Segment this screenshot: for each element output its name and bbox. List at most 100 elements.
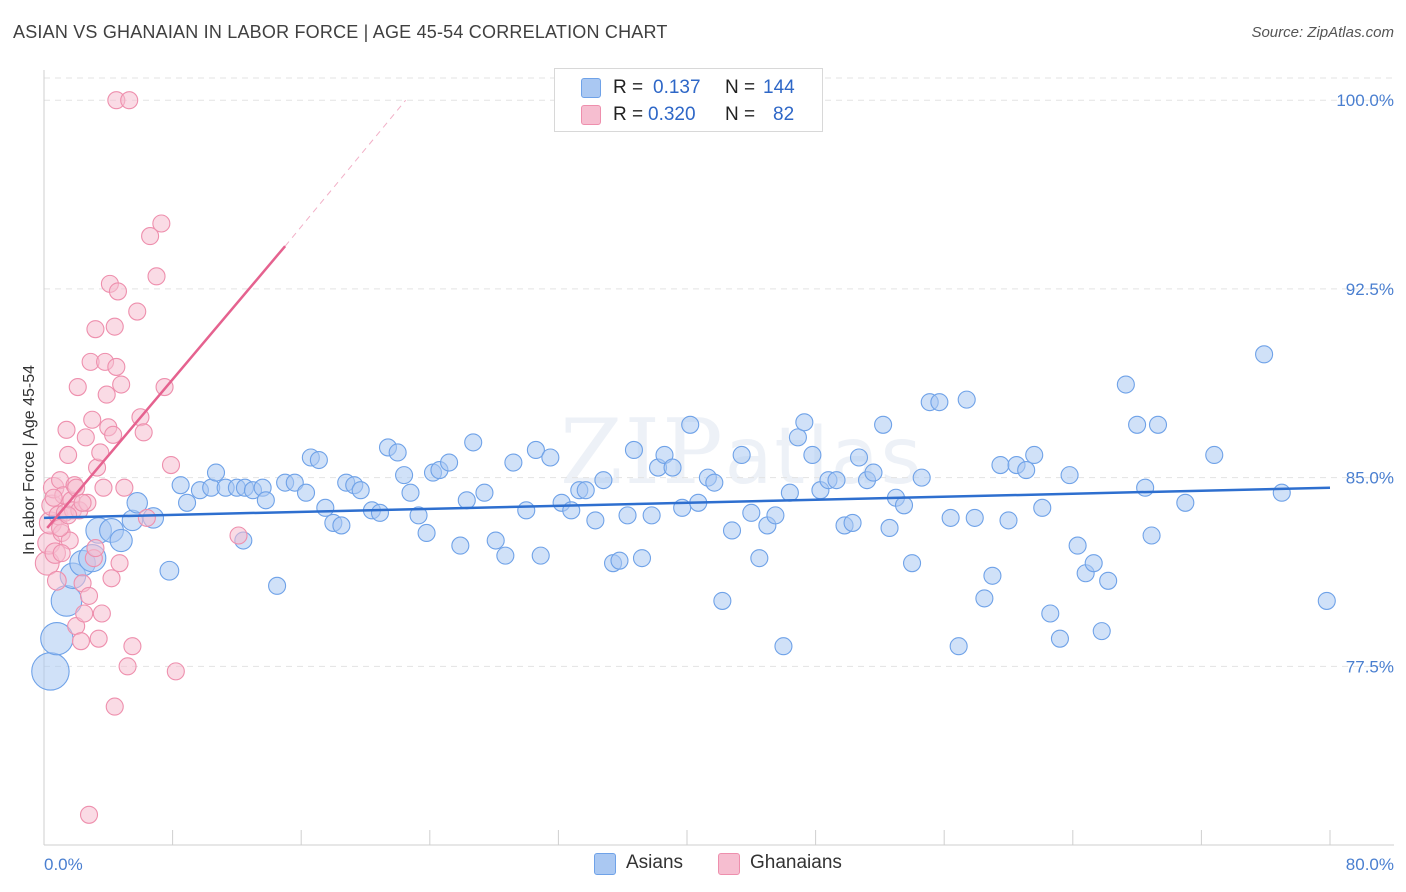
ghana-point bbox=[59, 506, 78, 525]
asian-point bbox=[1060, 466, 1079, 485]
y-tick-label: 85.0% bbox=[1346, 469, 1394, 488]
asian-point bbox=[1092, 622, 1111, 641]
asian-point bbox=[1050, 629, 1069, 648]
asian-point bbox=[309, 450, 328, 470]
asian-point bbox=[126, 492, 148, 514]
asian-point bbox=[351, 481, 370, 500]
ghana-point bbox=[83, 410, 102, 429]
asian-point bbox=[171, 476, 190, 495]
ghana-points bbox=[34, 91, 248, 824]
asian-point bbox=[774, 637, 793, 656]
asian-point bbox=[957, 390, 976, 409]
asian-point bbox=[1099, 571, 1118, 590]
asian-point bbox=[880, 518, 899, 538]
asian-point bbox=[531, 546, 550, 565]
stats-legend: R = 0.137 N = 144 R = 0.320 N = 82 bbox=[554, 68, 823, 132]
asian-point bbox=[586, 511, 605, 530]
ghana-point bbox=[89, 629, 108, 648]
asian-point bbox=[1255, 345, 1274, 364]
ghana-point bbox=[152, 214, 171, 233]
asian-point bbox=[1136, 478, 1155, 497]
asian-point bbox=[864, 463, 883, 482]
asian-point bbox=[206, 463, 226, 482]
ghana-trend-line bbox=[46, 245, 287, 529]
asian-point bbox=[632, 549, 652, 568]
asian-points bbox=[31, 345, 1336, 691]
asian-point bbox=[486, 531, 505, 550]
asian-point bbox=[766, 506, 785, 525]
asian-point bbox=[795, 413, 814, 432]
asian-point bbox=[975, 589, 994, 608]
asian-point bbox=[1148, 415, 1168, 434]
asian-point bbox=[109, 528, 133, 553]
legend-n-label: N = bbox=[725, 77, 756, 98]
asian-point bbox=[496, 546, 515, 565]
ghana-point bbox=[57, 420, 76, 439]
asian-point bbox=[663, 458, 682, 477]
asian-point bbox=[285, 473, 304, 492]
asian-point bbox=[517, 501, 536, 520]
y-tick-labels: 100.0% 92.5% 85.0% 77.5% bbox=[1336, 91, 1394, 676]
ghana-point bbox=[79, 586, 99, 605]
ghana-point bbox=[102, 569, 121, 588]
asian-point bbox=[31, 652, 70, 691]
legend-n-value: 82 bbox=[773, 104, 795, 125]
asian-point bbox=[1272, 483, 1291, 502]
ghana-point bbox=[86, 539, 105, 558]
legend-n-label: N = bbox=[725, 104, 756, 125]
ghana-point bbox=[118, 657, 137, 676]
ghana-point bbox=[46, 570, 67, 591]
asian-point bbox=[594, 471, 613, 490]
asian-point bbox=[451, 536, 470, 555]
ghana-point bbox=[75, 604, 94, 623]
asian-point bbox=[526, 440, 545, 460]
ghana-point bbox=[105, 317, 124, 336]
asian-point bbox=[941, 508, 960, 527]
asian-point bbox=[788, 428, 807, 447]
legend-r-label: R = bbox=[613, 104, 644, 125]
asian-point bbox=[1142, 526, 1161, 545]
asian-point bbox=[475, 483, 494, 502]
ghana-point bbox=[147, 267, 166, 286]
ghana-point bbox=[67, 478, 86, 497]
asian-point bbox=[722, 521, 742, 540]
asian-point bbox=[332, 516, 351, 535]
asian-point bbox=[874, 415, 893, 434]
asian-point bbox=[930, 393, 949, 412]
legend-r-value: 0.137 bbox=[653, 77, 701, 98]
asian-point bbox=[1033, 498, 1052, 517]
asian-point bbox=[780, 483, 799, 502]
ghana-point bbox=[128, 302, 147, 321]
asian-point bbox=[803, 445, 822, 465]
asian-point bbox=[457, 491, 476, 510]
asian-point bbox=[316, 498, 335, 517]
asian-point bbox=[1176, 493, 1195, 512]
asian-point bbox=[395, 466, 414, 485]
asian-point bbox=[912, 468, 931, 487]
ghana-point bbox=[141, 227, 160, 246]
x-ticks bbox=[43, 830, 1331, 845]
ghana-point bbox=[137, 508, 156, 527]
ghana-point bbox=[110, 554, 129, 573]
asian-point bbox=[624, 440, 644, 460]
legend-swatch-ghanaians bbox=[581, 105, 601, 125]
ghana-point bbox=[44, 488, 63, 507]
axes bbox=[43, 70, 1394, 846]
ghana-point bbox=[104, 425, 123, 444]
asian-point bbox=[1116, 375, 1135, 394]
asian-point bbox=[983, 566, 1002, 585]
asian-point bbox=[713, 591, 732, 610]
y-tick-label: 77.5% bbox=[1346, 657, 1394, 676]
asian-point bbox=[417, 523, 436, 543]
asian-point bbox=[504, 453, 523, 472]
asian-point bbox=[256, 491, 275, 510]
legend-swatch-asians bbox=[594, 853, 616, 875]
y-tick-label: 100.0% bbox=[1336, 91, 1394, 110]
asian-point bbox=[849, 448, 869, 467]
ghana-point bbox=[120, 91, 139, 110]
ghana-point bbox=[59, 445, 78, 465]
asian-point bbox=[440, 453, 459, 472]
chart-title: ASIAN VS GHANAIAN IN LABOR FORCE | AGE 4… bbox=[13, 22, 668, 42]
asian-point bbox=[388, 443, 407, 462]
